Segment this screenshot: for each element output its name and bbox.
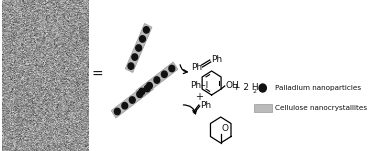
Circle shape <box>147 83 152 89</box>
Text: OH: OH <box>226 82 239 90</box>
Text: Ph: Ph <box>211 55 222 64</box>
Circle shape <box>161 71 167 77</box>
Text: O: O <box>222 124 229 133</box>
Circle shape <box>139 36 146 42</box>
Text: + 2 H: + 2 H <box>232 82 258 92</box>
Text: Ph: Ph <box>200 101 211 109</box>
Text: =: = <box>92 68 104 82</box>
Circle shape <box>154 77 160 83</box>
Circle shape <box>259 84 266 92</box>
Circle shape <box>143 27 149 33</box>
Circle shape <box>128 63 134 69</box>
FancyArrowPatch shape <box>180 65 187 74</box>
Text: 2: 2 <box>253 89 257 94</box>
Text: Cellulose nanocrystallites: Cellulose nanocrystallites <box>276 105 367 111</box>
Circle shape <box>132 54 138 60</box>
Polygon shape <box>111 82 153 118</box>
Circle shape <box>137 91 143 97</box>
Circle shape <box>115 108 120 115</box>
Text: +: + <box>195 92 203 102</box>
Circle shape <box>144 85 150 92</box>
Circle shape <box>129 97 135 103</box>
Polygon shape <box>254 104 272 112</box>
Text: Ph–I: Ph–I <box>190 80 208 90</box>
Circle shape <box>139 88 145 95</box>
Polygon shape <box>136 62 178 98</box>
Text: Ph: Ph <box>192 63 203 72</box>
Polygon shape <box>125 23 152 73</box>
Circle shape <box>169 65 175 72</box>
FancyArrowPatch shape <box>183 105 197 114</box>
Circle shape <box>136 45 141 51</box>
Circle shape <box>122 103 128 109</box>
Text: Palladium nanoparticles: Palladium nanoparticles <box>276 85 362 91</box>
